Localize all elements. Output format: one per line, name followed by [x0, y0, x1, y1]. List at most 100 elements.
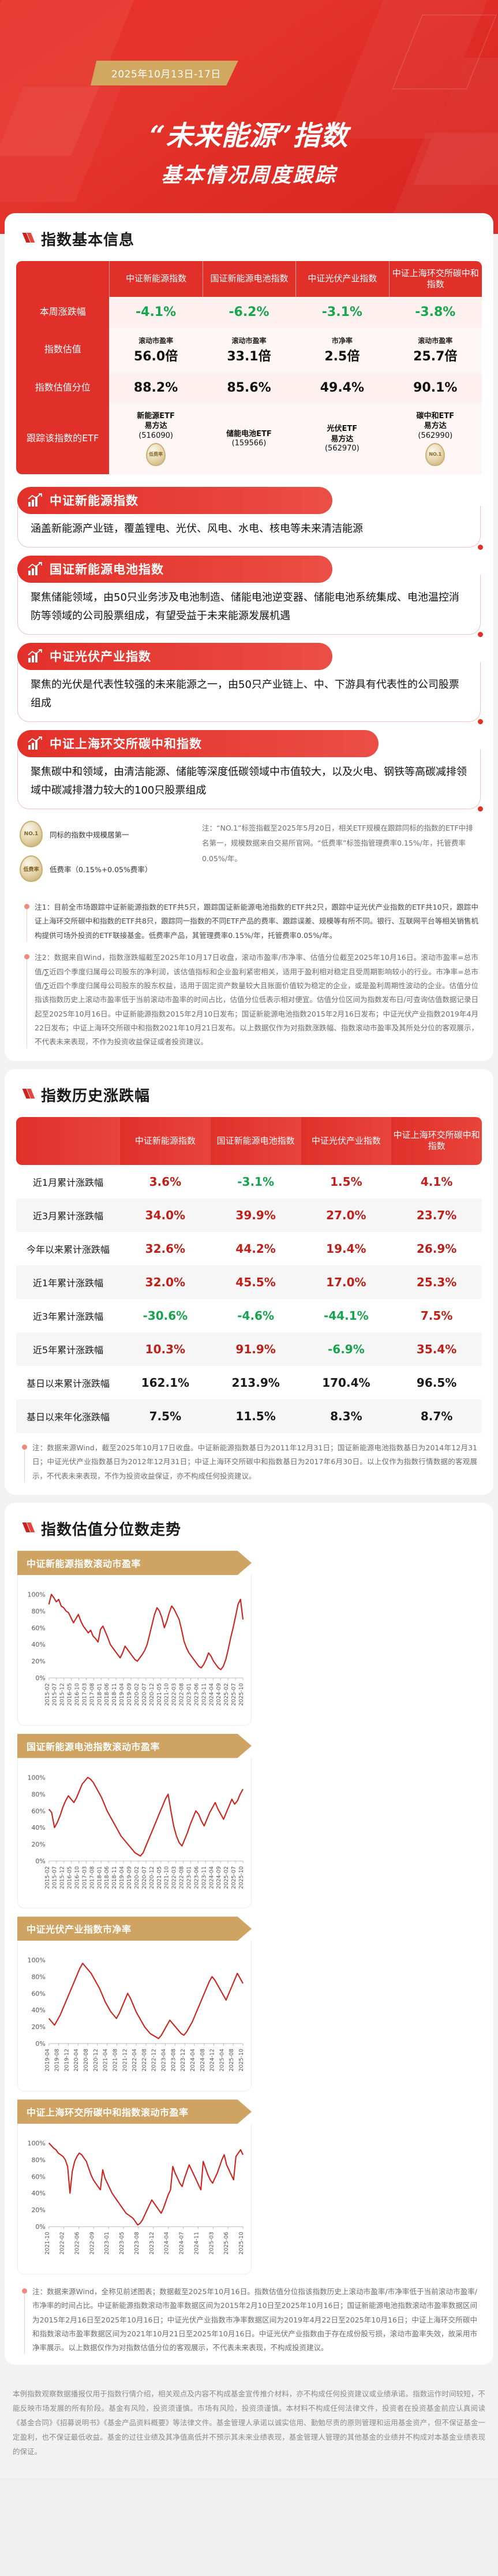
table-row: 今年以来累计涨跌幅 32.6% 44.2% 19.4% 26.9% — [16, 1232, 482, 1265]
svg-text:2023-01: 2023-01 — [186, 1683, 192, 1706]
svg-text:2023-01: 2023-01 — [104, 2232, 110, 2254]
cell-etf-1[interactable]: 新能源ETF 易方达 (516090) 低费率 — [109, 403, 203, 474]
value-weekly-3: -3.1% — [321, 304, 362, 319]
history-cell: 4.1% — [420, 1174, 453, 1189]
section-header-history: 指数历史涨跌幅 — [24, 1084, 482, 1105]
svg-text:2018-01: 2018-01 — [96, 1866, 103, 1889]
index-block-2-header: 国证新能源电池指数 — [17, 556, 333, 583]
no1-badge-icon: NO.1 — [20, 821, 43, 848]
index-block-1-title: 中证新能源指数 — [50, 493, 138, 508]
svg-text:2015-07: 2015-07 — [52, 1866, 58, 1889]
history-cell: 17.0% — [301, 1265, 392, 1299]
legend-item-lowfee: 低费率 低费率（0.15%+0.05%费率） — [20, 855, 193, 883]
svg-text:2020-04: 2020-04 — [73, 2049, 80, 2071]
table-row-valuation: 指数估值 滚动市盈率 56.0倍 滚动市盈率 33.1倍 市净率 2.5倍 滚动… — [16, 327, 482, 373]
page-subtitle: 基本情况周度跟踪 — [161, 163, 337, 188]
svg-text:2024-04: 2024-04 — [190, 2049, 196, 2071]
page-title: “未来能源”指数 — [149, 120, 348, 152]
svg-text:0%: 0% — [35, 2041, 45, 2048]
legend-item-no1: NO.1 同标的指数中规模居第一 — [20, 821, 193, 848]
legend-note: 注：“NO.1”标签指截至2025年5月20日，相关ETF规模在跟踪同标的指数的… — [202, 824, 473, 863]
chevron-right-icon — [24, 1521, 34, 1536]
chart-panel-body: 0% 20% 40% 60% 80% 100% 2015-02 2015-07 2015-12… — [17, 1757, 252, 1909]
svg-text:80%: 80% — [31, 1790, 45, 1798]
svg-text:2025-07: 2025-07 — [231, 1866, 237, 1889]
history-cell: 91.9% — [210, 1332, 301, 1366]
svg-text:2021-05: 2021-05 — [156, 1866, 163, 1889]
svg-text:2015-07: 2015-07 — [52, 1683, 58, 1706]
etf-code-1: (516090) — [138, 431, 173, 440]
svg-text:2024-04: 2024-04 — [164, 2232, 170, 2254]
value-weekly-2: -6.2% — [229, 304, 269, 319]
card-history: 指数历史涨跌幅 中证新能源指数 国证新能源电池指数 中证光伏产业指数 中证上海环… — [5, 1069, 493, 1495]
chart-panel-title: 中证新能源指数滚动市盈率 — [17, 1550, 252, 1575]
table-row: 近3年累计涨跌幅 -30.6% -4.6% -44.1% 7.5% — [16, 1299, 482, 1332]
sub-val-1: 滚动市盈率 — [138, 336, 174, 345]
valuation-note-block: 注：数据来源Wind，全称见前述图表；数据截至2025年10月16日。指数估值分… — [22, 2285, 477, 2355]
row-label-weekly: 本周涨跌幅 — [16, 296, 110, 327]
bar-chart-arrow-icon — [28, 562, 42, 576]
svg-text:2022-08: 2022-08 — [179, 1866, 185, 1889]
index-block-2: 国证新能源电池指数 聚焦储能领域，由50只业务涉及电池制造、储能电池逆变器、储能… — [17, 556, 483, 638]
svg-text:2020-08: 2020-08 — [83, 2049, 89, 2071]
svg-text:2023-12: 2023-12 — [180, 2049, 186, 2071]
history-row-label: 近1月累计涨跌幅 — [32, 1177, 104, 1188]
cell-pct-2: 85.6% — [202, 372, 296, 403]
history-cell: 23.7% — [391, 1198, 482, 1232]
history-table: 中证新能源指数 国证新能源电池指数 中证光伏产业指数 中证上海环交所碳中和指数 … — [16, 1116, 482, 1433]
history-row-label: 近3月累计涨跌幅 — [16, 1198, 120, 1232]
svg-text:2019-04: 2019-04 — [119, 1683, 125, 1706]
section-title-history: 指数历史涨跌幅 — [41, 1087, 151, 1105]
index-block-1: 中证新能源指数 涵盖新能源产业链，覆盖锂电、光伏、风电、水电、核电等未来清洁能源 — [17, 486, 483, 550]
svg-text:2017-03: 2017-03 — [81, 1866, 88, 1889]
svg-text:2015-12: 2015-12 — [59, 1683, 66, 1706]
cell-etf-3[interactable]: 光伏ETF 易方达 (562970) — [295, 403, 389, 474]
table-row: 基日以来年化涨跌幅 7.5% 11.5% 8.3% 8.7% — [16, 1399, 482, 1433]
history-row-label: 基日以来累计涨跌幅 — [26, 1378, 110, 1389]
history-cell: 11.5% — [210, 1399, 301, 1433]
history-table-body: 近1月累计涨跌幅 3.6% -3.1% 1.5% 4.1% 近3月累计涨跌幅 34.0% 39… — [16, 1165, 482, 1433]
low-fee-badge-icon: 低费率 — [20, 855, 43, 883]
svg-text:2022-06: 2022-06 — [74, 2232, 80, 2254]
cell-pct-1: 88.2% — [109, 372, 203, 403]
history-cell: 44.2% — [235, 1241, 276, 1256]
svg-text:2019-12: 2019-12 — [63, 2049, 70, 2071]
value-weekly-4: -3.8% — [415, 304, 456, 319]
svg-text:2025-03: 2025-03 — [208, 2232, 215, 2254]
card-valuation: 指数估值分位数走势 中证新能源指数滚动市盈率 0% 20% 40% 60% 80% 100… — [5, 1502, 493, 2365]
svg-text:0%: 0% — [35, 1857, 45, 1865]
svg-text:2023-12: 2023-12 — [149, 2232, 155, 2254]
svg-text:60%: 60% — [31, 2173, 45, 2180]
th-index-1: 中证新能源指数 — [109, 261, 203, 297]
legend-row: NO.1 同标的指数中规模居第一 低费率 低费率（0.15%+0.05%费率） … — [16, 821, 482, 890]
svg-text:2020-02: 2020-02 — [134, 1866, 140, 1889]
svg-text:2022-08: 2022-08 — [141, 2049, 148, 2071]
svg-text:2024-07: 2024-07 — [179, 2232, 185, 2254]
table-row: 基日以来累计涨跌幅 162.1% 213.9% 170.4% 96.5% — [16, 1366, 482, 1399]
history-cell: 32.6% — [145, 1241, 186, 1256]
history-cell: 35.4% — [391, 1332, 482, 1366]
history-cell: 1.5% — [330, 1174, 362, 1189]
history-cell: -6.9% — [301, 1332, 392, 1366]
svg-text:2023-11: 2023-11 — [201, 1866, 207, 1889]
svg-text:2019-09: 2019-09 — [126, 1683, 133, 1706]
etf-code-2: (159566) — [231, 439, 267, 448]
index-block-4-header: 中证上海环交所碳中和指数 — [17, 730, 379, 758]
row-label-etf: 跟踪该指数的ETF — [16, 403, 110, 474]
cell-val-2: 滚动市盈率 33.1倍 — [202, 327, 296, 373]
history-cell: 8.7% — [391, 1399, 482, 1433]
history-cell: -30.6% — [143, 1308, 188, 1323]
section-title-valuation: 指数估值分位数走势 — [41, 1521, 182, 1539]
date-range-tag: 2025年10月13日-17日 — [91, 61, 238, 85]
history-note-block: 注：数据来源Wind，截至2025年10月17日收盘。中证新能源指数基日为201… — [22, 1441, 477, 1483]
svg-text:2025-02: 2025-02 — [223, 1866, 230, 1889]
cell-etf-2[interactable]: 储能电池ETF (159566) — [202, 403, 296, 474]
chart-panel-body: 0% 20% 40% 60% 80% 100% 2019-04 2019-08 2019-12… — [17, 1940, 252, 2092]
cell-pct-3: 49.4% — [295, 372, 389, 403]
cell-etf-4[interactable]: 碳中和ETF 易方达 (562990) NO.1 — [388, 403, 482, 474]
sub-val-2: 滚动市盈率 — [231, 336, 267, 345]
history-row-label: 基日以来年化涨跌幅 — [16, 1399, 120, 1433]
index-block-3-body: 聚焦的光伏是代表性较强的未来能源之一，由50只产业链上、中、下游具有代表性的公司… — [17, 662, 483, 725]
bar-chart-arrow-icon — [28, 736, 42, 750]
etf-code-3: (562970) — [324, 444, 360, 453]
